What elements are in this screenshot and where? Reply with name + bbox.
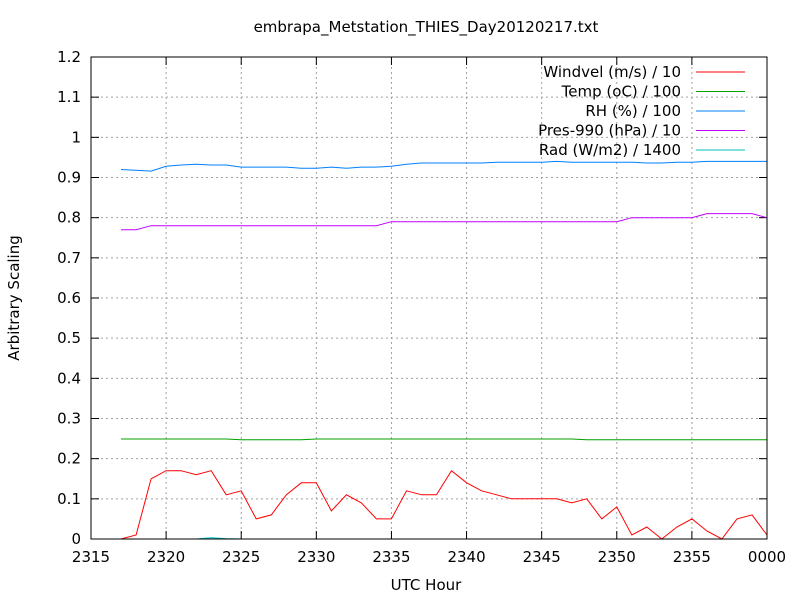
y-tick-label: 0.7 xyxy=(57,249,81,267)
legend-label-3: RH (%) / 100 xyxy=(585,102,681,120)
y-tick-label: 0.4 xyxy=(57,369,81,387)
y-tick-label: 0.6 xyxy=(57,289,81,307)
y-tick-label: 0.1 xyxy=(57,490,81,508)
x-axis-label: UTC Hour xyxy=(391,576,462,594)
y-tick-label: 0 xyxy=(71,530,81,548)
x-tick-label: 2330 xyxy=(297,548,335,566)
y-tick-label: 1.2 xyxy=(57,48,81,66)
y-tick-label: 0.8 xyxy=(57,209,81,227)
series-line-4 xyxy=(121,213,768,231)
axis-ticks: 0 0.1 0.2 0.3 0.4 0.5 0.6 0.7 0.8 0.9 1 1.1 1.2 2315 2… xyxy=(57,48,786,566)
y-tick-label: 1.1 xyxy=(57,88,81,106)
y-tick-label: 1 xyxy=(71,128,81,146)
x-tick-label: 2325 xyxy=(222,548,260,566)
legend-label-4: Pres-990 (hPa) / 10 xyxy=(538,122,681,140)
x-tick-label: 2345 xyxy=(523,548,561,566)
series-line-2 xyxy=(121,438,767,441)
x-tick-label: 2350 xyxy=(598,548,636,566)
series-line-1 xyxy=(120,469,768,540)
x-tick-label: 2335 xyxy=(372,548,410,566)
chart-title: embrapa_Metstation_THIES_Day20120217.txt xyxy=(254,18,599,37)
grid-lines xyxy=(91,57,767,539)
legend-label-2: Temp (oC) / 100 xyxy=(561,83,681,101)
y-tick-label: 0.2 xyxy=(57,450,81,468)
legend-label-1: Windvel (m/s) / 10 xyxy=(543,63,681,81)
plot-frame xyxy=(90,56,768,540)
legend-label-5: Rad (W/m2) / 1400 xyxy=(539,141,681,159)
x-tick-label: 2340 xyxy=(447,548,485,566)
y-tick-label: 0.5 xyxy=(57,329,81,347)
x-tick-label: 2315 xyxy=(72,548,110,566)
y-axis-label: Arbitrary Scaling xyxy=(5,235,23,361)
y-tick-label: 0.9 xyxy=(57,169,81,187)
series-line-3 xyxy=(120,160,767,172)
y-tick-label: 0.3 xyxy=(57,410,81,428)
x-tick-label: 0000 xyxy=(748,548,786,566)
x-tick-label: 2355 xyxy=(673,548,711,566)
x-tick-label: 2320 xyxy=(147,548,185,566)
